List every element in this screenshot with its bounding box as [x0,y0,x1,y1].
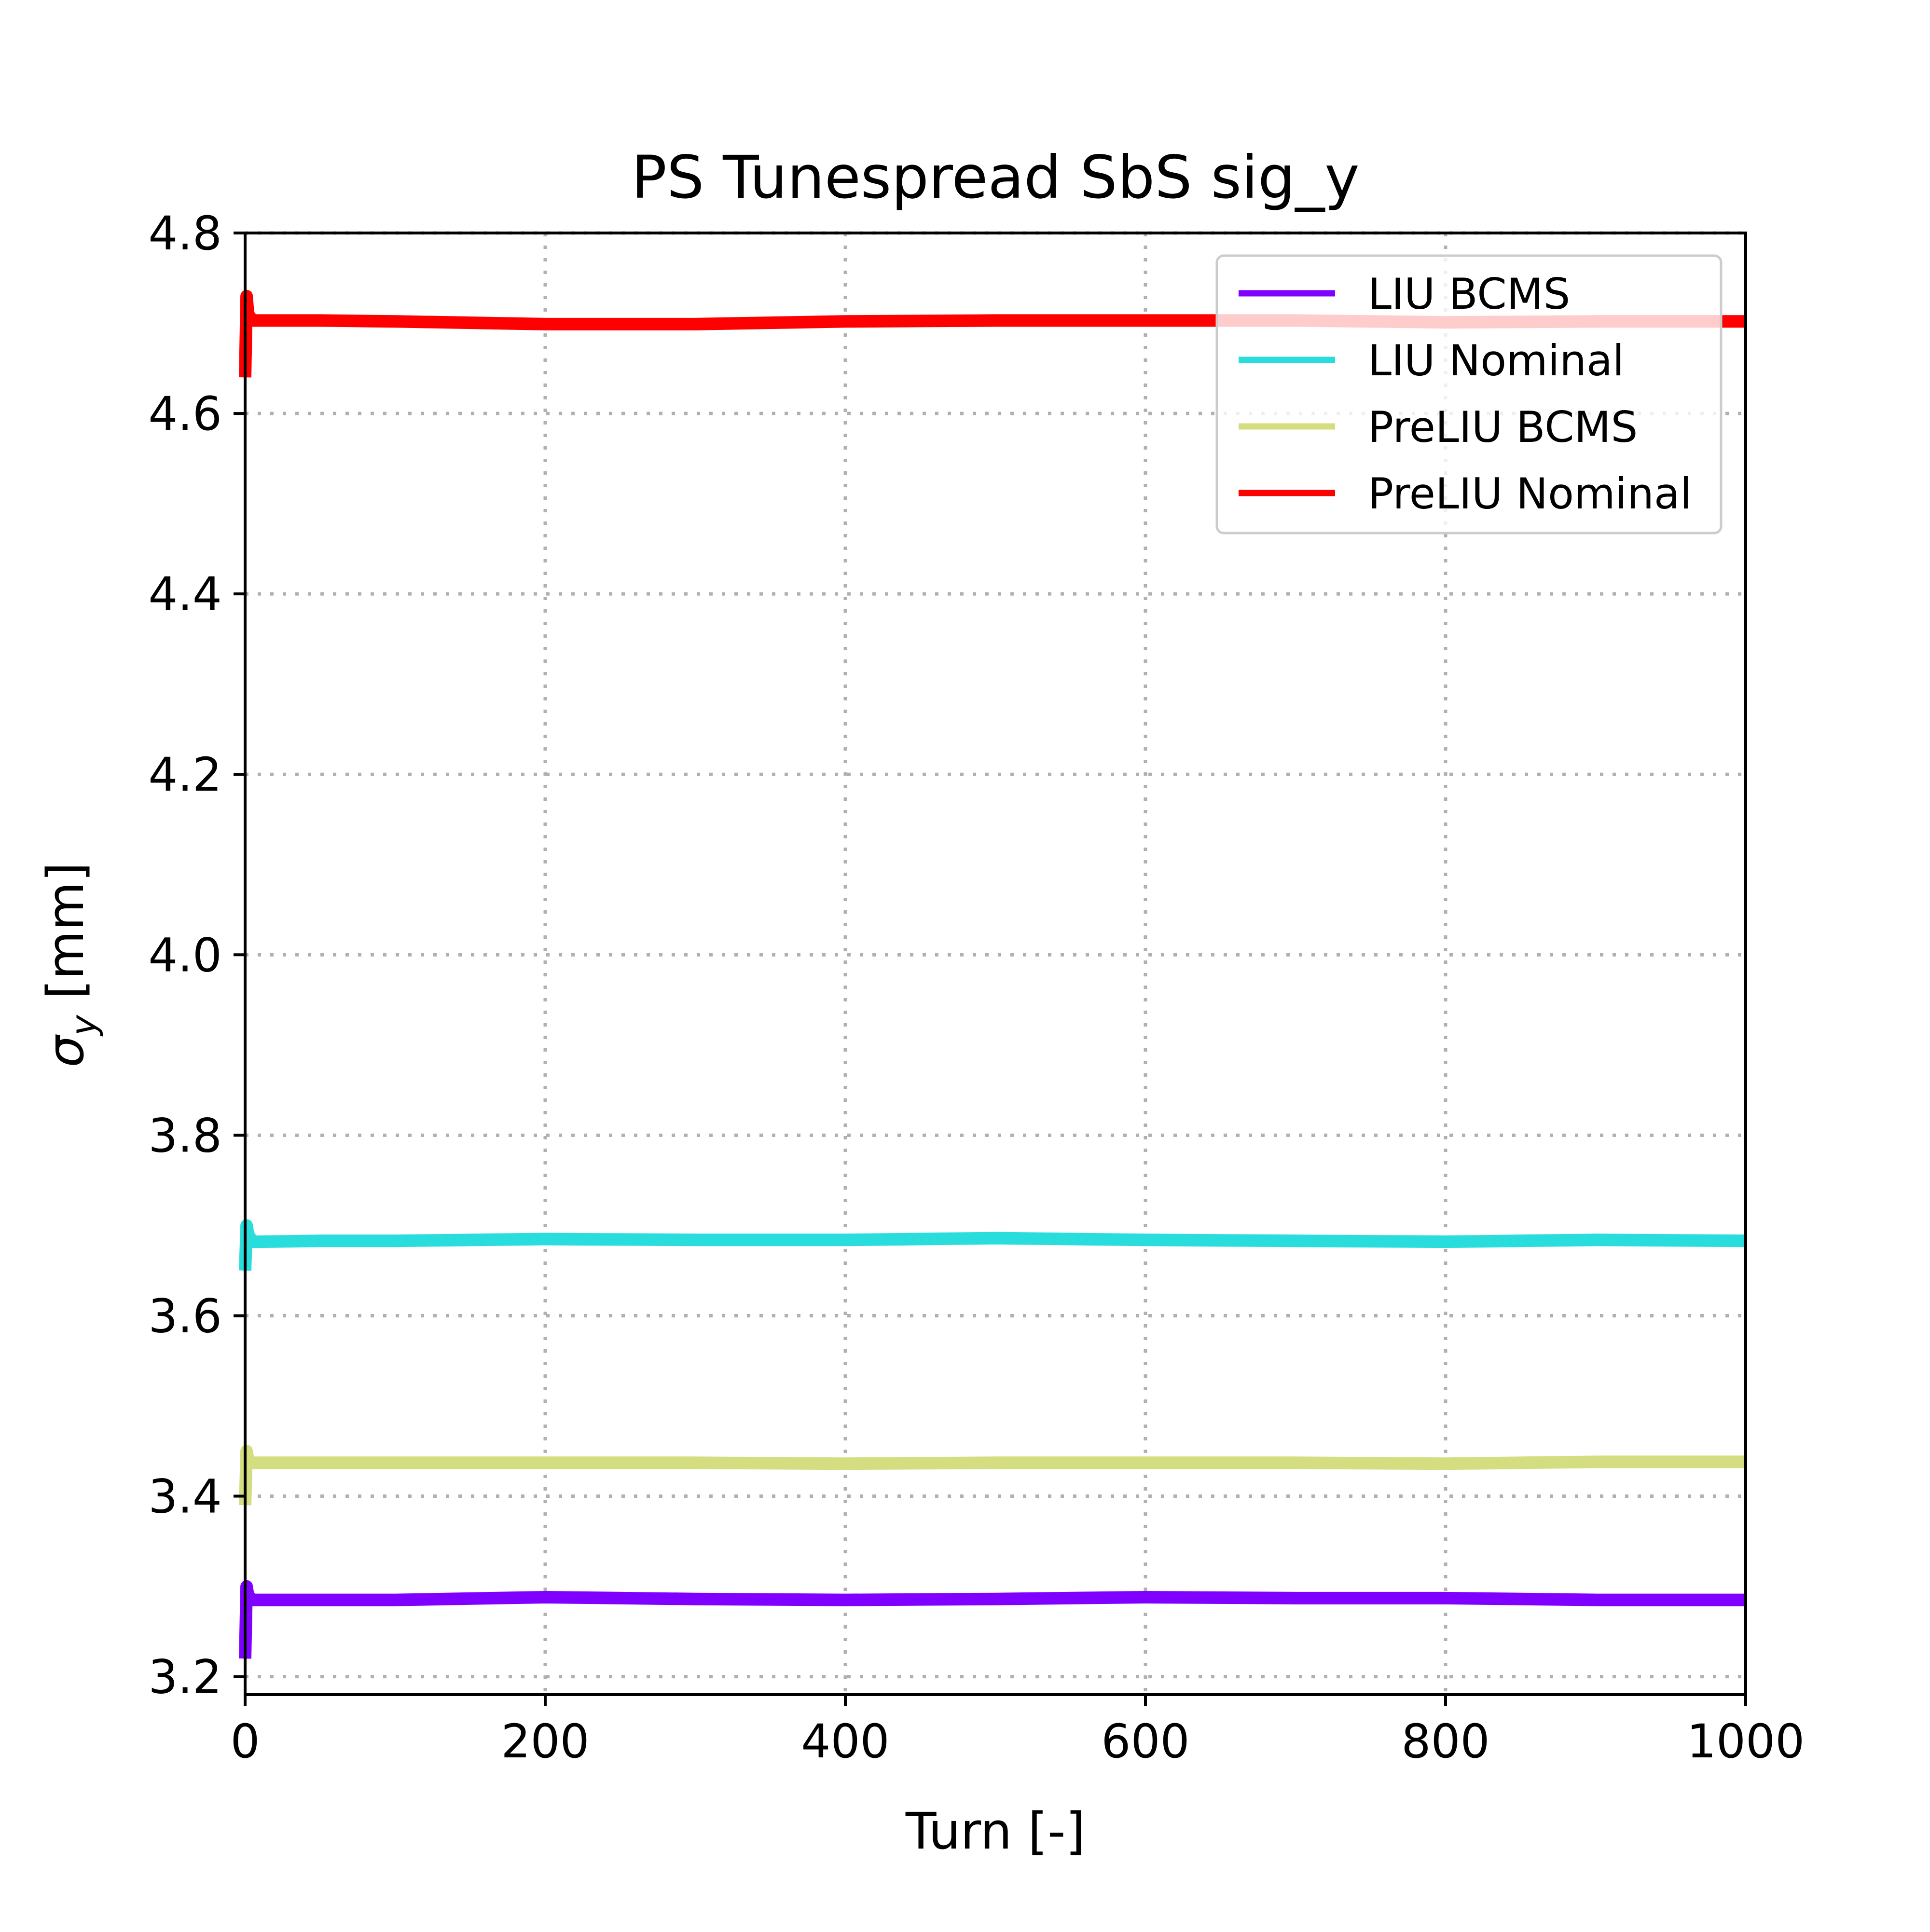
legend-label-preliu-nominal: PreLIU Nominal [1368,469,1692,519]
x-tick-label: 600 [1101,1714,1189,1768]
x-tick-label: 400 [801,1714,889,1768]
series-line-preliu-bcms [239,1445,1746,1506]
y-axis-label-symbol: σ [36,1034,95,1068]
y-axis-label-subscript: y [63,1014,104,1037]
y-axis-label: σy [mm] [36,862,104,1067]
svg-text:σy [mm]: σy [mm] [36,862,104,1067]
y-tick-label: 3.2 [148,1650,222,1704]
legend-label-preliu-bcms: PreLIU BCMS [1368,402,1638,452]
y-tick-label: 4.4 [148,567,222,621]
plot-frame [244,232,1747,1696]
x-tick-label: 1000 [1687,1714,1805,1768]
x-tick-label: 200 [501,1714,589,1768]
legend: LIU BCMS LIU Nominal PreLIU BCMS PreLIU Nom… [1215,254,1723,534]
y-tick-label: 3.4 [148,1470,222,1524]
x-tick-label: 800 [1401,1714,1489,1768]
grid [245,231,1746,1695]
y-tick-label: 4.6 [148,387,222,441]
chart-title: PS Tunespread SbS sig_y [631,143,1359,212]
y-axis-label-unit: [mm] [36,862,95,1015]
legend-box [1215,254,1723,534]
y-tick-label: 4.2 [148,748,222,802]
legend-label-liu-nominal: LIU Nominal [1368,336,1624,385]
x-tick-label: 0 [230,1714,260,1768]
series-line-liu-nominal [239,1219,1746,1271]
legend-label-liu-bcms: LIU BCMS [1368,269,1570,319]
y-tick-label: 4.8 [148,206,222,260]
y-tick-label: 3.8 [148,1109,222,1163]
series-line-liu-bcms [239,1580,1746,1659]
y-tick-label: 4.0 [148,928,222,982]
x-axis-label: Turn [-] [905,1802,1085,1861]
axis-ticks: 0 200 400 600 800 1000 3.2 3.4 3.6 3.8 4.0 4.2 4.4 4.… [148,206,1805,1768]
y-tick-label: 3.6 [148,1289,222,1343]
